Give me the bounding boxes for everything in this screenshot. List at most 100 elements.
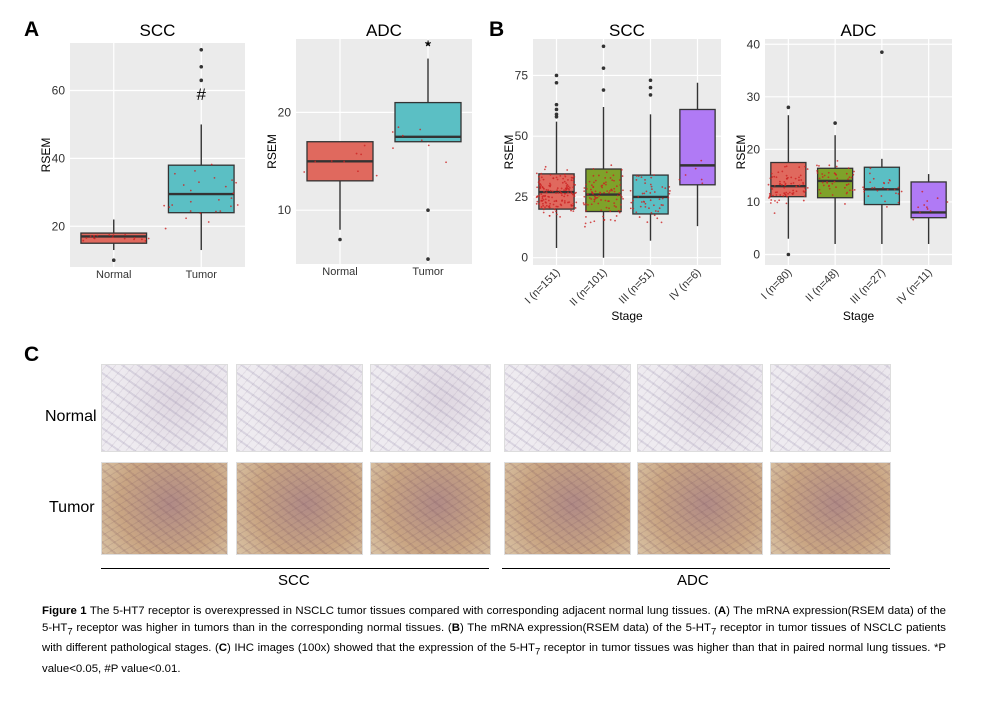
jitter-point xyxy=(133,236,136,239)
jitter-point xyxy=(603,191,605,194)
jitter-point xyxy=(563,189,566,192)
y-axis-label: RSEM xyxy=(265,134,279,169)
jitter-point xyxy=(803,195,806,198)
jitter-point xyxy=(649,192,652,194)
jitter-point xyxy=(207,221,210,223)
box xyxy=(679,108,716,186)
outlier-point xyxy=(338,237,342,242)
jitter-point xyxy=(555,176,558,179)
jitter-point xyxy=(559,216,561,218)
jitter-point xyxy=(615,215,618,217)
adc-group-line xyxy=(502,568,890,569)
jitter-point xyxy=(804,186,806,189)
chart-1: 10 20 ADC RSEM Normal Tumor * xyxy=(265,21,472,278)
jitter-point xyxy=(609,190,611,192)
x-tick-label: I (n=80) xyxy=(759,267,795,303)
jitter-point xyxy=(560,187,563,190)
jitter-point xyxy=(173,172,176,175)
jitter-point xyxy=(363,144,366,147)
jitter-point xyxy=(199,212,202,215)
x-tick-label: IV (n=6) xyxy=(667,267,703,303)
jitter-point xyxy=(603,182,606,185)
jitter-point xyxy=(835,173,838,176)
jitter-point xyxy=(586,193,589,196)
jitter-point xyxy=(189,189,192,192)
jitter-point xyxy=(548,206,551,209)
jitter-point xyxy=(632,207,635,210)
outlier-point xyxy=(601,66,606,70)
jitter-point xyxy=(543,168,546,171)
outlier-point xyxy=(601,44,606,49)
jitter-point xyxy=(794,177,797,180)
ihc-image-normal-adc-1 xyxy=(504,364,631,452)
jitter-point xyxy=(786,177,788,180)
chart-0: 20 40 60 SCC RSEM Normal Tumor # xyxy=(39,21,245,281)
jitter-point xyxy=(545,204,548,207)
jitter-point xyxy=(605,206,608,209)
panel-label-a: A xyxy=(24,18,40,41)
jitter-point xyxy=(772,194,774,197)
jitter-point xyxy=(567,187,570,190)
jitter-point xyxy=(210,163,213,166)
panel-label-b: B xyxy=(489,18,505,41)
jitter-point xyxy=(641,192,644,195)
jitter-point xyxy=(573,193,576,196)
jitter-point xyxy=(883,182,886,185)
jitter-point xyxy=(644,178,646,181)
jitter-point xyxy=(544,198,547,201)
jitter-point xyxy=(542,208,545,211)
jitter-point xyxy=(773,184,776,187)
x-tick-label: Tumor xyxy=(412,266,444,278)
jitter-point xyxy=(600,209,603,212)
jitter-point xyxy=(900,190,903,193)
jitter-point xyxy=(850,176,853,179)
jitter-point xyxy=(588,197,591,199)
y-tick-label: 20 xyxy=(52,219,66,233)
jitter-point xyxy=(230,197,233,200)
jitter-point xyxy=(141,238,143,241)
jitter-point xyxy=(397,126,400,129)
jitter-point xyxy=(547,199,550,202)
outlier-point xyxy=(426,42,430,46)
jitter-point xyxy=(553,200,556,203)
jitter-point xyxy=(540,172,543,175)
jitter-point xyxy=(831,182,834,185)
jitter-point xyxy=(171,204,174,206)
outlier-point xyxy=(426,257,430,261)
jitter-point xyxy=(635,175,638,177)
box xyxy=(394,101,462,143)
jitter-point xyxy=(542,178,545,181)
jitter-point xyxy=(897,192,900,195)
jitter-point xyxy=(616,194,619,197)
jitter-point xyxy=(790,182,793,185)
jitter-point xyxy=(420,139,423,142)
jitter-point xyxy=(889,179,891,182)
jitter-point xyxy=(644,182,647,185)
jitter-point xyxy=(792,189,795,192)
jitter-point xyxy=(144,239,147,242)
jitter-point xyxy=(853,170,855,173)
jitter-point xyxy=(570,179,573,182)
chart-3: 0 10 20 30 40 ADC RSEM Stage I (n=80) II (n=48) II… xyxy=(734,21,952,323)
jitter-point xyxy=(548,215,551,217)
jitter-point xyxy=(847,178,850,180)
jitter-point xyxy=(552,177,555,180)
jitter-point xyxy=(559,190,562,193)
jitter-point xyxy=(314,160,317,163)
jitter-point xyxy=(602,215,604,218)
jitter-point xyxy=(575,191,577,194)
jitter-point xyxy=(615,185,618,188)
chart-title: SCC xyxy=(140,21,176,40)
caption-subscript: 7 xyxy=(534,646,541,658)
jitter-point xyxy=(185,217,187,220)
jitter-point xyxy=(769,202,772,204)
jitter-point xyxy=(606,190,609,193)
jitter-point xyxy=(583,190,586,193)
jitter-point xyxy=(557,192,560,194)
jitter-point xyxy=(779,182,782,185)
jitter-point xyxy=(561,194,563,197)
jitter-point xyxy=(821,173,824,175)
jitter-point xyxy=(776,191,778,194)
jitter-point xyxy=(568,186,571,189)
jitter-point xyxy=(604,199,607,202)
